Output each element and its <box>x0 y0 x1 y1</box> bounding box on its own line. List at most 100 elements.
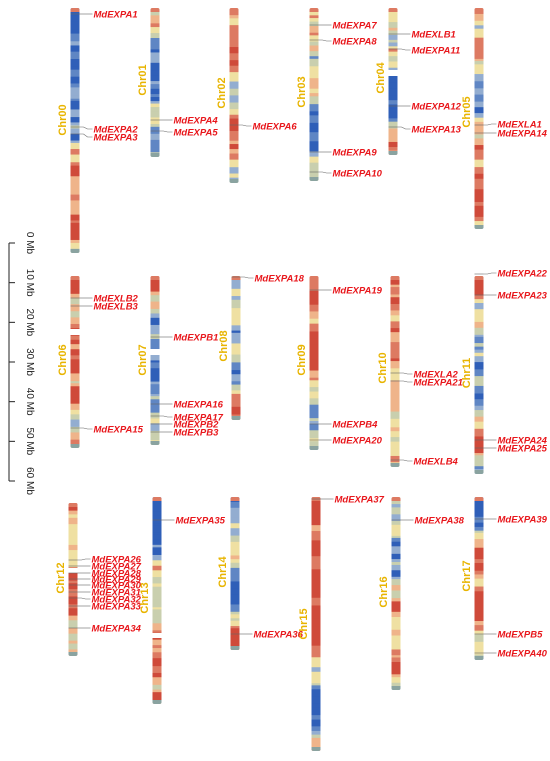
density-band <box>152 623 162 631</box>
gene-label: MdEXPA24 <box>498 436 548 447</box>
chromosome-label: Chr15 <box>298 608 310 639</box>
density-band <box>152 583 162 588</box>
density-band <box>390 344 400 352</box>
density-band <box>150 84 160 90</box>
gene-label: MdEXPA36 <box>254 630 304 641</box>
density-band <box>311 563 321 570</box>
density-band <box>391 601 401 610</box>
density-band <box>311 572 321 581</box>
density-band <box>391 527 401 533</box>
density-band <box>150 10 160 16</box>
gene-leader-line <box>397 126 411 130</box>
density-band <box>474 630 484 635</box>
density-band <box>474 167 484 172</box>
density-band <box>474 128 484 135</box>
gene-label: MdEXPA22 <box>498 269 548 280</box>
gene-marker: MdEXPA2 <box>70 125 138 136</box>
gene-leader-line <box>399 380 413 383</box>
density-band <box>474 216 484 222</box>
density-band <box>391 585 401 592</box>
density-band <box>391 611 401 618</box>
density-band <box>150 381 160 385</box>
density-band <box>70 339 80 345</box>
density-band <box>474 156 484 161</box>
scale-tick-label: 20 Mb <box>24 308 35 336</box>
density-band <box>388 22 398 29</box>
density-band <box>391 570 401 578</box>
density-band <box>231 279 241 283</box>
density-band <box>229 50 239 54</box>
density-band <box>474 352 484 357</box>
density-band <box>311 597 321 606</box>
chromosome-label: Chr03 <box>296 76 308 107</box>
chromosome-top-cap <box>70 8 80 12</box>
density-band <box>474 66 484 75</box>
gene-marker: MdEXPA28 <box>68 569 142 580</box>
density-band <box>390 424 400 428</box>
density-band <box>152 554 162 561</box>
density-band <box>70 95 80 100</box>
centromere-gap <box>67 568 79 573</box>
density-band <box>150 356 160 361</box>
density-band <box>68 620 78 629</box>
chromosome-top-cap <box>68 503 78 507</box>
gene-label: MdEXPB2 <box>174 420 220 431</box>
density-band <box>474 299 484 304</box>
density-band <box>390 321 400 329</box>
density-band <box>474 356 484 363</box>
density-band <box>474 282 484 289</box>
density-band <box>152 520 162 525</box>
density-band <box>388 95 398 101</box>
density-band <box>152 611 162 617</box>
density-band <box>229 30 239 40</box>
density-band <box>230 638 240 644</box>
density-band <box>474 28 484 33</box>
density-band <box>150 133 160 141</box>
gene-label: MdEXPA9 <box>333 148 378 159</box>
density-band <box>230 523 240 529</box>
density-band <box>152 532 162 535</box>
density-band <box>152 616 162 624</box>
density-band <box>309 21 319 27</box>
density-band <box>70 122 80 126</box>
density-band <box>229 137 239 142</box>
density-band <box>230 620 240 627</box>
density-band <box>152 609 162 613</box>
density-band <box>68 604 78 609</box>
density-band <box>70 386 80 392</box>
gene-marker: MdEXPB4 <box>309 420 378 431</box>
density-band <box>388 128 398 137</box>
density-band <box>391 562 401 566</box>
gene-leader-line <box>318 39 332 42</box>
density-band <box>388 17 398 23</box>
gene-label: MdEXPA15 <box>94 425 144 436</box>
density-band <box>70 298 80 305</box>
density-band <box>474 567 484 572</box>
density-band <box>311 745 321 749</box>
density-band <box>474 570 484 575</box>
gene-leader-line <box>77 597 91 600</box>
density-band <box>150 117 160 125</box>
density-band <box>70 373 80 382</box>
chromosome-density-bands <box>70 8 80 253</box>
density-band <box>311 592 321 599</box>
density-band <box>474 466 484 470</box>
density-band <box>390 455 400 463</box>
density-band <box>231 354 241 363</box>
gene-label: MdEXPA16 <box>174 400 224 411</box>
density-band <box>474 539 484 544</box>
density-band <box>474 81 484 89</box>
density-band <box>309 331 319 339</box>
density-band <box>474 113 484 119</box>
density-band <box>474 574 484 580</box>
density-band <box>311 726 321 732</box>
density-band <box>229 144 239 150</box>
chromosome-chr09: Chr09 MdEXPA19 MdEXPB4 MdEXPA20 <box>296 276 383 450</box>
gene-label: MdEXPA26 <box>92 555 142 566</box>
gene-marker: MdEXLB1 <box>388 30 456 41</box>
density-band <box>150 27 160 34</box>
density-band <box>152 515 162 522</box>
density-band <box>309 423 319 431</box>
